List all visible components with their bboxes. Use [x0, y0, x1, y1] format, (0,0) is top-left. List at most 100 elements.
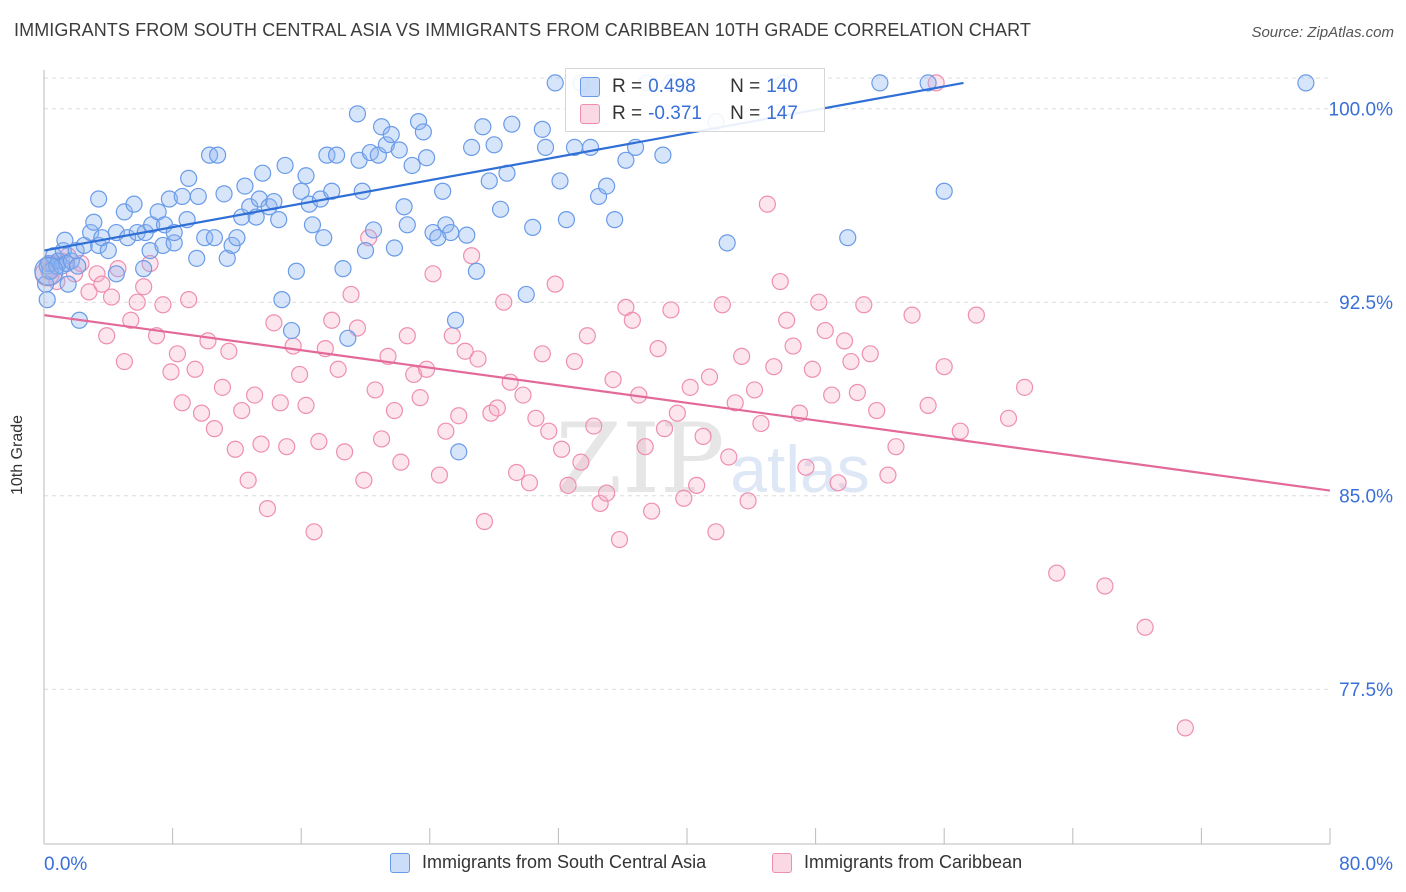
blue-data-point	[348, 105, 367, 123]
blue-n-label: N =	[730, 76, 761, 97]
pink-data-point	[720, 448, 738, 466]
pink-data-point	[771, 272, 789, 291]
blue-data-point	[273, 291, 291, 309]
pink-data-point	[572, 453, 590, 471]
pink-data-point	[1015, 378, 1034, 396]
chart-title: IMMIGRANTS FROM SOUTH CENTRAL ASIA VS IM…	[14, 20, 1031, 40]
watermark-atlas: atlas	[730, 432, 869, 506]
blue-data-point	[364, 221, 383, 239]
pink-trend-line	[43, 314, 1331, 492]
blue-data-point	[173, 187, 191, 206]
blue-data-point	[59, 275, 77, 293]
pink-data-point	[688, 476, 706, 494]
pink-data-point	[80, 283, 98, 301]
blue-data-point	[390, 141, 408, 159]
pink-data-point	[707, 523, 725, 541]
stats-legend: R = 0.498 N = 140 R = -0.371 N = 147	[565, 68, 825, 132]
pink-data-point	[694, 427, 712, 445]
y-tick-label: 100.0%	[1329, 100, 1394, 121]
pink-data-point	[239, 471, 257, 489]
blue-data-point	[718, 234, 736, 252]
pink-data-point	[585, 417, 603, 435]
pink-data-point	[495, 293, 513, 311]
pink-data-point	[713, 296, 731, 314]
tick-labels: 0.0% 80.0% 77.5% 85.0% 92.5% 100.0%	[44, 100, 1393, 875]
pink-data-point	[297, 396, 315, 414]
pink-data-point	[623, 311, 641, 329]
pink-data-point	[745, 381, 764, 399]
blue-data-point	[188, 249, 206, 267]
legend-blue-swatch	[390, 852, 410, 873]
blue-data-point	[606, 211, 624, 229]
pink-n-label: N =	[730, 103, 761, 124]
pink-data-point	[462, 247, 481, 265]
blue-data-point	[458, 226, 476, 244]
blue-data-point	[69, 257, 87, 275]
blue-data-point	[429, 229, 447, 247]
blue-data-point	[654, 146, 672, 164]
blue-data-point	[385, 239, 404, 257]
blue-data-point	[546, 74, 564, 92]
blue-data-point	[417, 149, 436, 167]
pink-data-point	[278, 438, 296, 456]
pink-data-point	[168, 345, 187, 363]
blue-data-point	[935, 182, 953, 200]
blue-data-point	[839, 229, 857, 247]
blue-data-point	[503, 115, 521, 133]
pink-data-point	[675, 489, 693, 507]
pink-data-point	[919, 396, 937, 414]
pink-data-point	[1048, 564, 1066, 582]
y-tick-label: 77.5%	[1339, 680, 1393, 701]
blue-data-point	[107, 265, 125, 283]
pink-series-points	[34, 74, 1194, 737]
pink-data-point	[861, 345, 879, 363]
blue-data-point	[189, 187, 207, 206]
pink-data-point	[829, 474, 847, 492]
pink-data-point	[842, 352, 860, 371]
blue-n-value: 140	[766, 76, 798, 97]
axes	[43, 70, 1331, 845]
pink-data-point	[520, 474, 539, 492]
pink-data-point	[284, 337, 302, 355]
pink-data-point	[610, 530, 629, 549]
pink-data-point	[154, 296, 172, 314]
pink-data-point	[437, 422, 455, 440]
blue-data-point	[536, 138, 555, 156]
blue-data-point	[474, 118, 492, 136]
blue-data-point	[598, 177, 616, 195]
blue-data-point	[403, 156, 421, 175]
pink-data-point	[220, 342, 238, 360]
pink-data-point	[527, 409, 545, 427]
blue-data-point	[38, 257, 56, 275]
pink-data-point	[578, 327, 596, 345]
pink-data-point	[546, 275, 564, 293]
pink-data-point	[430, 466, 449, 484]
pink-data-point	[417, 360, 436, 378]
pink-data-point	[424, 265, 442, 283]
pink-data-point	[245, 386, 264, 404]
blue-data-point	[871, 74, 889, 92]
blue-series-points	[34, 74, 1315, 461]
pink-data-point	[135, 278, 153, 296]
pink-data-point	[1096, 577, 1114, 595]
pink-data-point	[450, 407, 468, 425]
pink-data-point	[366, 381, 384, 399]
pink-data-point	[514, 386, 532, 404]
blue-data-point	[339, 329, 357, 347]
blue-data-point	[318, 146, 336, 164]
blue-data-point	[442, 223, 460, 242]
blue-data-point	[180, 169, 198, 187]
pink-data-point	[342, 285, 360, 304]
blue-data-point	[82, 223, 100, 242]
blue-r-label: R =	[612, 76, 643, 97]
blue-data-point-cluster	[34, 256, 64, 286]
pink-data-point	[553, 440, 571, 458]
pink-data-point	[598, 484, 616, 502]
blue-data-point	[135, 260, 153, 278]
blue-data-point	[446, 311, 465, 329]
blue-data-point	[292, 182, 310, 200]
pink-data-point	[162, 363, 180, 381]
pink-data-point	[226, 440, 244, 458]
blue-data-point	[270, 211, 288, 229]
blue-data-point	[327, 146, 346, 164]
